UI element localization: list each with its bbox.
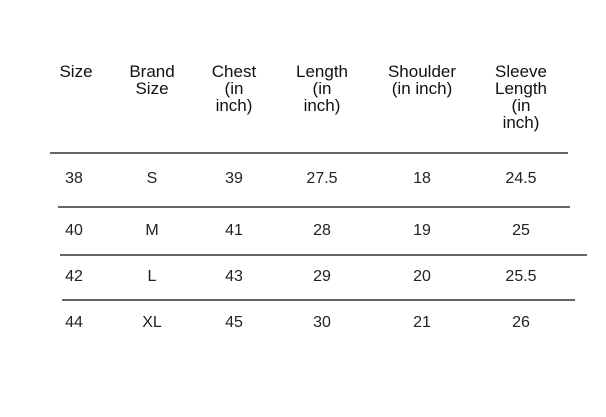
table-cell: L [147, 268, 157, 285]
table-cell: 42 [65, 268, 83, 285]
column-header-line: (in [511, 96, 531, 115]
column-header-line: (in [224, 79, 244, 98]
column-header-line: (in inch) [391, 79, 453, 98]
table-cell: XL [142, 314, 162, 331]
table-cell: 20 [413, 268, 431, 285]
column-header: Sleeve Length (in inch) [471, 63, 571, 131]
column-header: Shoulder (in inch) [372, 63, 472, 97]
column-header: Brand Size [102, 63, 202, 97]
column-header-line: Length [296, 62, 348, 81]
table-cell: 28 [313, 222, 331, 239]
column-header: Length (in inch) [272, 63, 372, 114]
table-cell: 39 [225, 170, 243, 187]
column-header: Chest (in inch) [184, 63, 284, 114]
table-cell: 44 [65, 314, 83, 331]
table-cell: 25.5 [505, 268, 537, 285]
table-cell: 40 [65, 222, 83, 239]
header-divider [50, 152, 568, 154]
column-header-line: Length [495, 79, 547, 98]
column-header-line: (in [312, 79, 332, 98]
table-cell: 18 [413, 170, 431, 187]
column-header: Size [26, 63, 126, 80]
column-header-line: Chest [211, 62, 257, 81]
column-header-line: Size [135, 79, 169, 98]
column-header-line: Shoulder [387, 62, 457, 81]
table-cell: 41 [225, 222, 243, 239]
table-cell: 19 [413, 222, 431, 239]
row-divider [60, 254, 587, 256]
row-divider [62, 299, 575, 301]
column-header-line: inch) [215, 96, 253, 115]
table-cell: S [146, 170, 158, 187]
table-cell: 43 [225, 268, 243, 285]
column-header-line: inch) [502, 113, 540, 132]
table-cell: 21 [413, 314, 431, 331]
table-cell: 25 [512, 222, 530, 239]
column-header-line: Sleeve [495, 62, 547, 81]
table-cell: 26 [512, 314, 530, 331]
table-cell: 29 [313, 268, 331, 285]
table-cell: M [145, 222, 159, 239]
column-header-line: Brand [129, 62, 175, 81]
table-cell: 27.5 [306, 170, 338, 187]
table-cell: 45 [225, 314, 243, 331]
row-divider [58, 206, 570, 208]
table-cell: 24.5 [505, 170, 537, 187]
column-header-line: inch) [303, 96, 341, 115]
table-cell: 30 [313, 314, 331, 331]
table-cell: 38 [65, 170, 83, 187]
column-header-line: Size [59, 62, 93, 81]
